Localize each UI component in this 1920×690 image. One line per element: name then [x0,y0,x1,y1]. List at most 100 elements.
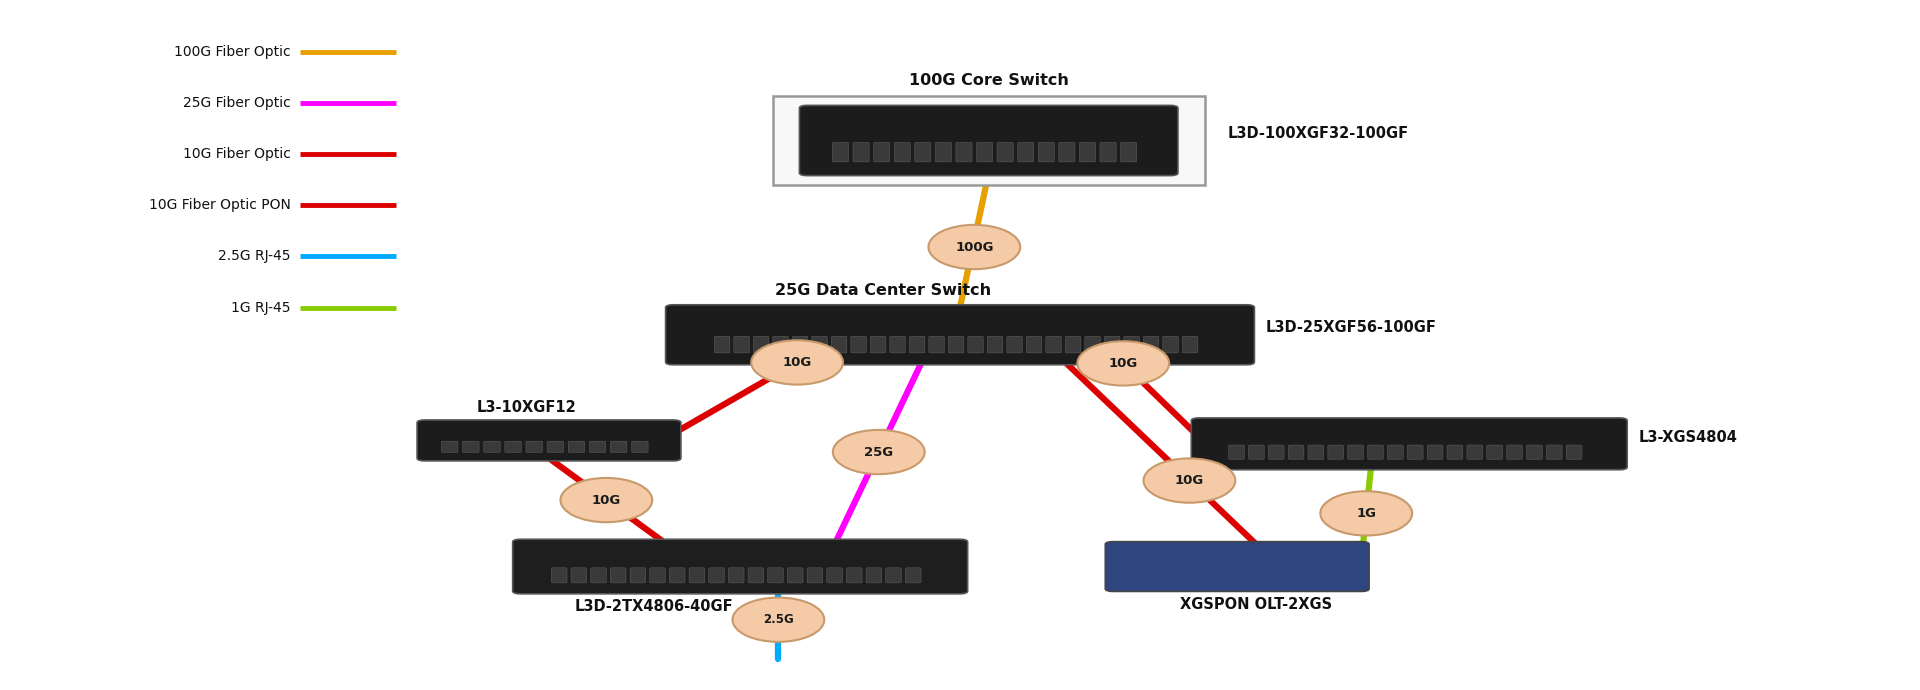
FancyBboxPatch shape [568,441,586,453]
FancyBboxPatch shape [889,336,906,353]
FancyBboxPatch shape [611,441,628,453]
FancyBboxPatch shape [948,336,964,353]
FancyBboxPatch shape [749,568,764,583]
FancyBboxPatch shape [866,568,881,583]
FancyBboxPatch shape [812,336,828,353]
Ellipse shape [733,598,824,642]
FancyBboxPatch shape [977,142,993,162]
FancyBboxPatch shape [833,142,849,162]
FancyBboxPatch shape [987,336,1002,353]
FancyBboxPatch shape [1100,142,1116,162]
FancyBboxPatch shape [649,568,666,583]
FancyBboxPatch shape [831,336,847,353]
Ellipse shape [561,478,653,522]
FancyBboxPatch shape [442,441,459,453]
FancyBboxPatch shape [787,568,803,583]
Text: 100G Fiber Optic: 100G Fiber Optic [175,45,292,59]
FancyBboxPatch shape [1106,542,1369,591]
FancyBboxPatch shape [1123,336,1139,353]
FancyBboxPatch shape [1190,418,1626,470]
FancyBboxPatch shape [799,106,1179,176]
Text: 10G Fiber Optic: 10G Fiber Optic [182,147,292,161]
FancyBboxPatch shape [1288,445,1304,460]
Text: 10G: 10G [783,356,812,369]
Text: 25G Data Center Switch: 25G Data Center Switch [776,283,991,298]
FancyBboxPatch shape [1388,445,1404,460]
FancyBboxPatch shape [589,441,607,453]
FancyBboxPatch shape [708,568,724,583]
FancyBboxPatch shape [1448,445,1463,460]
FancyBboxPatch shape [1367,445,1382,460]
FancyBboxPatch shape [1546,445,1563,460]
FancyBboxPatch shape [1507,445,1523,460]
FancyBboxPatch shape [632,441,649,453]
FancyBboxPatch shape [611,568,626,583]
FancyBboxPatch shape [772,96,1204,185]
FancyBboxPatch shape [1348,445,1363,460]
FancyBboxPatch shape [1018,142,1033,162]
FancyBboxPatch shape [689,568,705,583]
FancyBboxPatch shape [906,568,922,583]
FancyBboxPatch shape [956,142,972,162]
Ellipse shape [751,340,843,384]
FancyBboxPatch shape [929,336,945,353]
FancyBboxPatch shape [1329,445,1344,460]
FancyBboxPatch shape [630,568,645,583]
FancyBboxPatch shape [733,336,749,353]
Text: L3-10XGF12: L3-10XGF12 [476,400,576,415]
FancyBboxPatch shape [591,568,607,583]
FancyBboxPatch shape [1121,142,1137,162]
FancyBboxPatch shape [1567,445,1582,460]
FancyBboxPatch shape [870,336,885,353]
FancyBboxPatch shape [1104,336,1119,353]
Text: 10G: 10G [1108,357,1139,370]
Text: L3-XGS4804: L3-XGS4804 [1638,429,1738,444]
FancyBboxPatch shape [1058,142,1075,162]
FancyBboxPatch shape [1164,336,1179,353]
FancyBboxPatch shape [1085,336,1100,353]
FancyBboxPatch shape [885,568,900,583]
FancyBboxPatch shape [570,568,588,583]
Text: L3D-100XGF32-100GF: L3D-100XGF32-100GF [1227,126,1409,141]
FancyBboxPatch shape [513,540,968,594]
Text: 2.5G: 2.5G [762,613,793,627]
FancyBboxPatch shape [484,441,501,453]
Text: 1G RJ-45: 1G RJ-45 [232,301,292,315]
FancyBboxPatch shape [851,336,866,353]
FancyBboxPatch shape [463,441,480,453]
FancyBboxPatch shape [874,142,889,162]
FancyBboxPatch shape [526,441,543,453]
FancyBboxPatch shape [714,336,730,353]
FancyBboxPatch shape [910,336,925,353]
Text: 10G Fiber Optic PON: 10G Fiber Optic PON [150,198,292,213]
FancyBboxPatch shape [996,142,1014,162]
Text: 25G Fiber Optic: 25G Fiber Optic [182,96,292,110]
FancyBboxPatch shape [1183,336,1198,353]
FancyBboxPatch shape [1229,445,1244,460]
Ellipse shape [833,430,925,474]
FancyBboxPatch shape [1407,445,1423,460]
Text: L3D-2TX4806-40GF: L3D-2TX4806-40GF [574,599,733,614]
FancyBboxPatch shape [551,568,566,583]
FancyBboxPatch shape [1308,445,1323,460]
FancyBboxPatch shape [774,336,789,353]
FancyBboxPatch shape [666,305,1254,365]
Ellipse shape [1144,458,1235,503]
FancyBboxPatch shape [768,568,783,583]
FancyBboxPatch shape [1006,336,1021,353]
FancyBboxPatch shape [417,420,682,461]
Text: 25G: 25G [864,446,893,459]
Text: L3D-25XGF56-100GF: L3D-25XGF56-100GF [1265,320,1436,335]
FancyBboxPatch shape [1269,445,1284,460]
FancyBboxPatch shape [852,142,870,162]
Text: 2.5G RJ-45: 2.5G RJ-45 [219,249,292,264]
FancyBboxPatch shape [828,568,843,583]
FancyBboxPatch shape [968,336,983,353]
FancyBboxPatch shape [914,142,931,162]
Text: 1G: 1G [1356,507,1377,520]
FancyBboxPatch shape [1066,336,1081,353]
FancyBboxPatch shape [1079,142,1096,162]
FancyBboxPatch shape [895,142,910,162]
FancyBboxPatch shape [1486,445,1503,460]
Ellipse shape [929,225,1020,269]
